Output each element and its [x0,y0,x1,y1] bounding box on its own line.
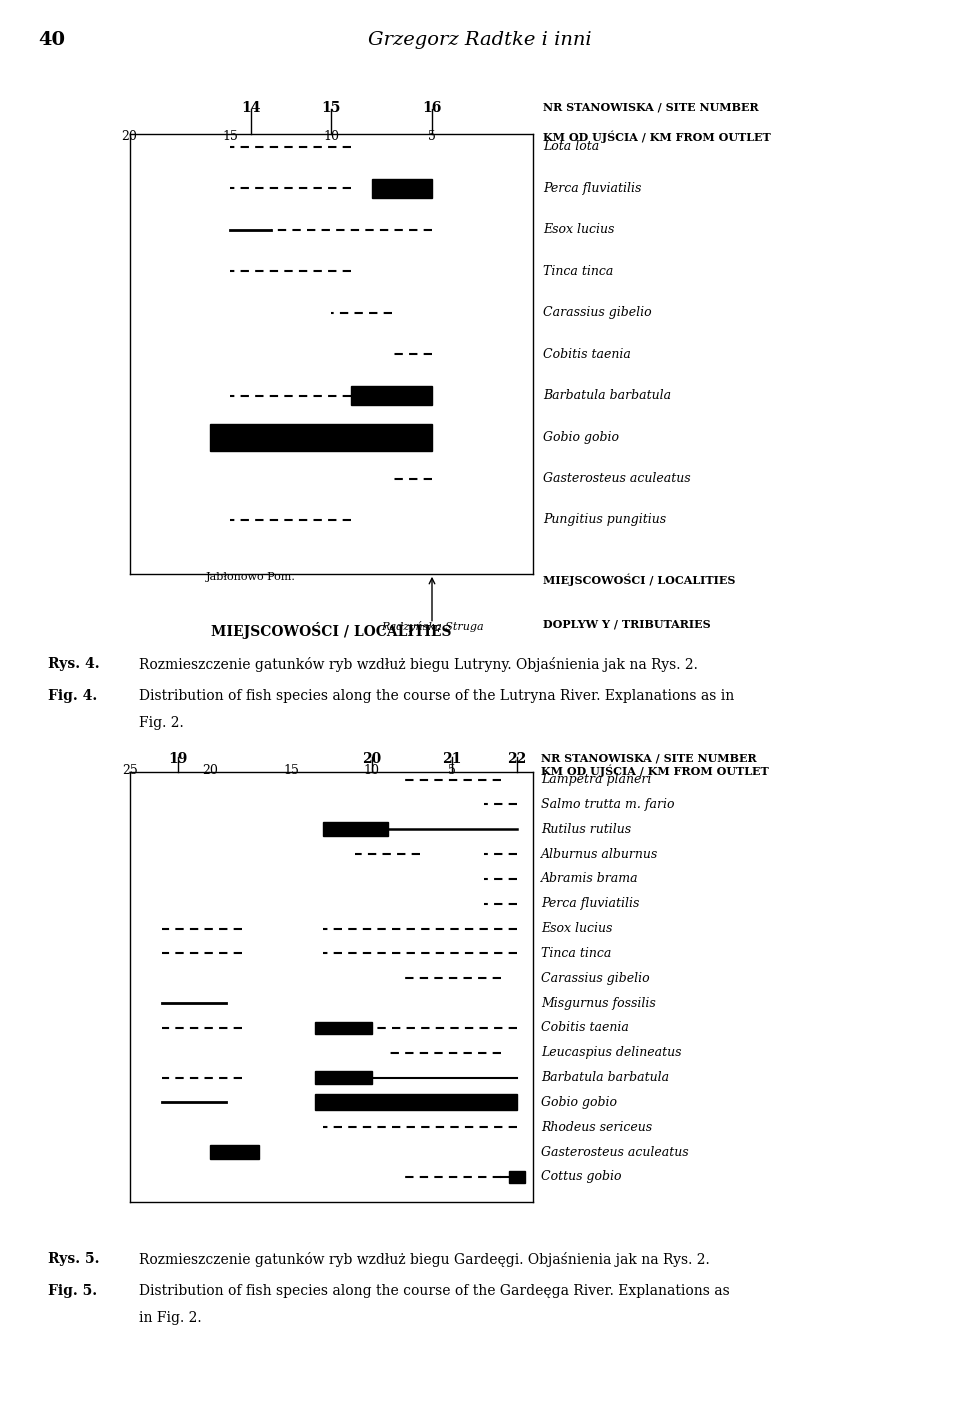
Text: Fig. 4.: Fig. 4. [48,689,97,703]
Text: Rozmieszczenie gatunków ryb wzdłuż biegu Gardeęgi. Objaśnienia jak na Rys. 2.: Rozmieszczenie gatunków ryb wzdłuż biegu… [139,1252,710,1268]
Text: Lota lota: Lota lota [543,141,599,153]
Text: 14: 14 [241,101,260,115]
Text: 20: 20 [122,129,137,142]
Text: Rhodeus sericeus: Rhodeus sericeus [540,1120,652,1133]
Text: Gobio gobio: Gobio gobio [543,430,619,443]
Text: Tinca tinca: Tinca tinca [540,947,612,960]
Text: Salmo trutta m. fario: Salmo trutta m. fario [540,798,674,811]
Text: Rys. 4.: Rys. 4. [48,657,100,672]
Bar [351,386,432,405]
Text: DOPLYW Y / TRIBUTARIES: DOPLYW Y / TRIBUTARIES [543,618,710,629]
Text: Esox lucius: Esox lucius [543,223,614,236]
Text: 15: 15 [322,101,341,115]
Bar [210,423,432,450]
Text: Abramis brama: Abramis brama [540,872,638,886]
Text: Radzyńska Struga: Radzyńska Struga [381,621,483,632]
Text: 25: 25 [122,764,137,777]
Text: Fig. 5.: Fig. 5. [48,1284,97,1298]
Text: Gobio gobio: Gobio gobio [540,1096,617,1109]
Text: Barbatula barbatula: Barbatula barbatula [540,1071,669,1083]
Text: 20: 20 [362,753,381,767]
Text: Rozmieszczenie gatunków ryb wzdłuż biegu Lutryny. Objaśnienia jak na Rys. 2.: Rozmieszczenie gatunków ryb wzdłuż biegu… [139,657,698,673]
Text: Esox lucius: Esox lucius [540,922,612,934]
Text: Perca fluviatilis: Perca fluviatilis [543,182,641,195]
Text: Carassius gibelio: Carassius gibelio [540,971,650,984]
Bar [315,1021,372,1034]
Text: Cobitis taenia: Cobitis taenia [540,1021,629,1034]
Text: Rutilus rutilus: Rutilus rutilus [540,822,631,836]
Text: MIEJSCOWOŚCI / LOCALITIES: MIEJSCOWOŚCI / LOCALITIES [543,574,735,586]
Text: Distribution of fish species along the course of the Lutryna River. Explanations: Distribution of fish species along the c… [139,689,734,703]
Text: Barbatula barbatula: Barbatula barbatula [543,389,671,402]
Text: 15: 15 [223,129,238,142]
Text: Misgurnus fossilis: Misgurnus fossilis [540,997,656,1010]
Text: Rys. 5.: Rys. 5. [48,1252,100,1267]
Bar [210,1145,258,1159]
Text: 22: 22 [507,753,526,767]
Text: 21: 21 [443,753,462,767]
Text: Alburnus alburnus: Alburnus alburnus [540,848,659,861]
Text: KM OD UJŚCIA / KM FROM OUTLET: KM OD UJŚCIA / KM FROM OUTLET [540,764,769,777]
Text: in Fig. 2.: in Fig. 2. [139,1311,202,1325]
Text: Carassius gibelio: Carassius gibelio [543,307,652,320]
Bar [315,1071,372,1083]
Text: 5: 5 [428,129,436,142]
Text: KM OD UJŚCIA / KM FROM OUTLET: KM OD UJŚCIA / KM FROM OUTLET [543,131,771,142]
Text: Perca fluviatilis: Perca fluviatilis [540,897,639,910]
Text: Cottus gobio: Cottus gobio [540,1170,621,1183]
Text: 15: 15 [283,764,299,777]
Text: 40: 40 [38,31,65,50]
Text: Gasterosteus aculeatus: Gasterosteus aculeatus [540,1146,688,1159]
Text: 10: 10 [324,129,339,142]
Text: 10: 10 [364,764,379,777]
Text: NR STANOWISKA / SITE NUMBER: NR STANOWISKA / SITE NUMBER [540,753,756,764]
Bar [315,1095,516,1110]
Text: Grzegorz Radtke i inni: Grzegorz Radtke i inni [369,31,591,50]
Text: Fig. 2.: Fig. 2. [139,716,184,730]
Bar [324,822,388,836]
Text: Gasterosteus aculeatus: Gasterosteus aculeatus [543,471,690,486]
Bar [372,179,432,197]
Text: 5: 5 [448,764,456,777]
Text: Cobitis taenia: Cobitis taenia [543,348,631,361]
Text: MIEJSCOWOŚCI / LOCALITIES: MIEJSCOWOŚCI / LOCALITIES [211,622,451,639]
Text: Lampetra planeri: Lampetra planeri [540,772,651,787]
Text: 20: 20 [203,764,218,777]
Text: Tinca tinca: Tinca tinca [543,264,613,278]
Text: 16: 16 [422,101,442,115]
Text: Distribution of fish species along the course of the Gardeęga River. Explanation: Distribution of fish species along the c… [139,1284,730,1298]
Text: 19: 19 [168,753,187,767]
Text: Pungitius pungitius: Pungitius pungitius [543,514,666,527]
Text: NR STANOWISKA / SITE NUMBER: NR STANOWISKA / SITE NUMBER [543,101,758,112]
Text: Leucaspius delineatus: Leucaspius delineatus [540,1047,682,1059]
Text: Jabłonowo Pom.: Jabłonowo Pom. [205,572,296,582]
Bar [509,1170,525,1183]
